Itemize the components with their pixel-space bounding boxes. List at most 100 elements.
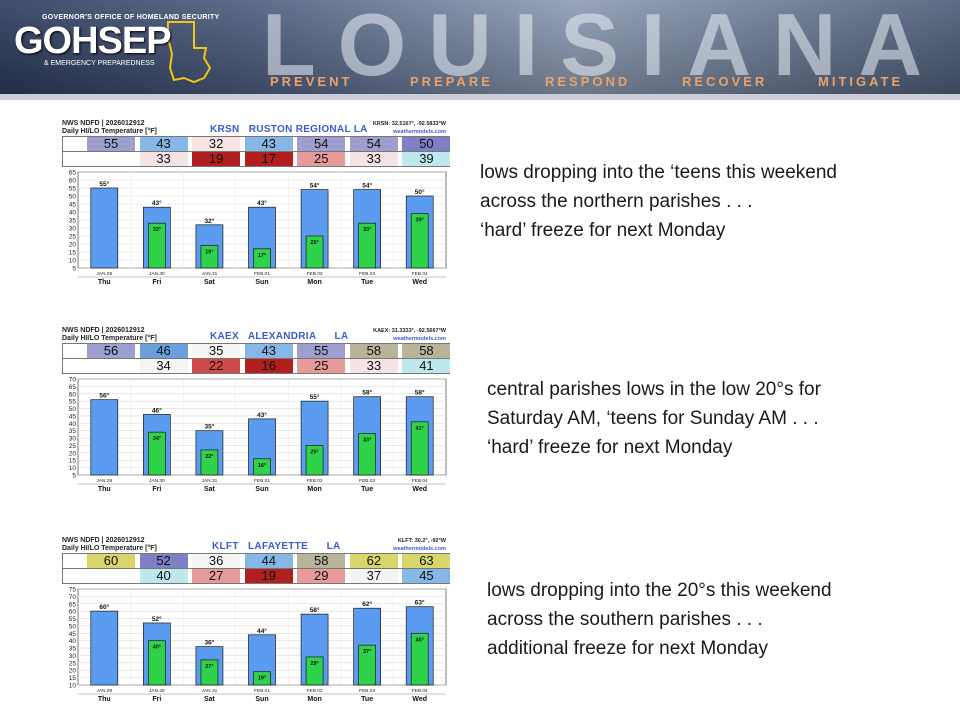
high-temp-label: 43° bbox=[152, 199, 162, 207]
mission-bar: PREVENT PREPARE RESPOND RECOVER MITIGATE bbox=[270, 74, 950, 90]
low-temp-bar bbox=[358, 433, 376, 476]
weekday-label: Tue bbox=[361, 279, 373, 286]
high-temp-cell: 43 bbox=[139, 137, 188, 151]
date-tick-label: FEB.02 bbox=[307, 688, 323, 694]
low-temp-cell: 40 bbox=[139, 569, 188, 583]
y-tick-label: 10 bbox=[69, 258, 77, 265]
low-temp-cell bbox=[87, 152, 135, 166]
mission-respond: RESPOND bbox=[545, 74, 631, 89]
high-temp-label: 52° bbox=[152, 615, 162, 623]
low-temp-label: 17° bbox=[258, 253, 266, 259]
org-top-label: GOVERNOR'S OFFICE OF HOMELAND SECURITY bbox=[42, 14, 220, 21]
low-temp-label: 45° bbox=[416, 637, 424, 643]
weekday-label: Sun bbox=[255, 696, 268, 703]
weekday-label: Wed bbox=[412, 279, 427, 286]
weekday-label: Fri bbox=[152, 696, 161, 703]
y-tick-label: 70 bbox=[69, 377, 77, 384]
weekday-label: Sat bbox=[204, 486, 216, 493]
gohsep-logo: GOHSEP bbox=[14, 20, 172, 62]
y-tick-label: 45 bbox=[69, 413, 77, 420]
chart-run-label: NWS NDFD | 2026012912 bbox=[62, 120, 145, 127]
weekday-label: Sun bbox=[255, 279, 268, 286]
note-line: lows dropping into the ‘teens this weeke… bbox=[480, 162, 838, 183]
low-temp-cell: 29 bbox=[297, 569, 346, 583]
low-temp-bar bbox=[358, 644, 376, 686]
high-temp-label: 54° bbox=[362, 182, 372, 190]
high-temp-label: 44° bbox=[257, 627, 267, 635]
header-banner: LOUISIANA GOVERNOR'S OFFICE OF HOMELAND … bbox=[0, 0, 960, 100]
date-tick-label: FEB.02 bbox=[307, 478, 323, 484]
high-temp-cell: 35 bbox=[192, 344, 241, 358]
high-temp-cell: 50 bbox=[402, 137, 451, 151]
chart-coords: KLFT: 30.2°, -92°W weathermodels.com bbox=[393, 537, 446, 553]
lows-table-row: 33 19 17 25 33 39 bbox=[62, 151, 451, 167]
y-tick-label: 60 bbox=[69, 391, 77, 398]
highs-table-row: 56 46 35 43 55 58 58 bbox=[62, 343, 451, 359]
chart-meta: NWS NDFD | 2026012912 Daily HI/LO Temper… bbox=[62, 120, 157, 136]
high-temp-cell: 58 bbox=[297, 554, 346, 568]
high-temp-label: 56° bbox=[99, 392, 109, 400]
high-temp-label: 54° bbox=[310, 182, 320, 190]
weekday-label: Thu bbox=[98, 696, 111, 703]
weekday-label: Mon bbox=[307, 486, 321, 493]
note-line: Saturday AM, ‘teens for Sunday AM . . . bbox=[487, 408, 819, 429]
louisiana-outline-icon bbox=[167, 21, 212, 84]
chart-station-title: KRSN RUSTON REGIONAL LA bbox=[210, 124, 368, 135]
low-temp-bar bbox=[200, 659, 219, 686]
low-temp-cell: 33 bbox=[349, 152, 398, 166]
high-temp-cell: 63 bbox=[402, 554, 451, 568]
low-temp-bar bbox=[305, 656, 324, 686]
low-temp-bar bbox=[410, 421, 429, 476]
low-temp-cell bbox=[87, 359, 135, 373]
note-line: central parishes lows in the low 20°s fo… bbox=[487, 379, 821, 400]
note-line: ‘hard’ freeze for next Monday bbox=[480, 220, 726, 241]
y-tick-label: 25 bbox=[69, 660, 77, 667]
y-tick-label: 5 bbox=[72, 266, 76, 273]
date-tick-label: JAN.29 bbox=[96, 271, 112, 277]
date-tick-label: FEB.04 bbox=[412, 271, 428, 277]
high-temp-label: 43° bbox=[257, 411, 267, 419]
low-temp-cell: 16 bbox=[244, 359, 293, 373]
low-temp-label: 33° bbox=[363, 227, 371, 233]
low-temp-label: 37° bbox=[363, 649, 371, 655]
station-coordinates: KAEX: 31.3333°, -92.5667°W bbox=[373, 328, 446, 334]
high-temp-label: 36° bbox=[205, 639, 215, 647]
high-temp-label: 32° bbox=[205, 217, 215, 225]
chart-station-title: KAEX ALEXANDRIA LA bbox=[210, 331, 349, 342]
chart-kaex: NWS NDFD | 2026012912 Daily HI/LO Temper… bbox=[62, 327, 451, 497]
low-temp-label: 19° bbox=[205, 250, 213, 256]
date-tick-label: FEB.03 bbox=[359, 688, 375, 694]
chart-run-label: NWS NDFD | 2026012912 bbox=[62, 327, 145, 334]
mission-prepare: PREPARE bbox=[410, 74, 493, 89]
high-temp-cell: 52 bbox=[139, 554, 188, 568]
y-tick-label: 35 bbox=[69, 428, 77, 435]
high-temp-cell: 46 bbox=[139, 344, 188, 358]
date-tick-label: FEB.04 bbox=[412, 688, 428, 694]
low-temp-cell: 25 bbox=[297, 359, 346, 373]
y-tick-label: 55 bbox=[69, 399, 77, 406]
note-southern: lows dropping into the 20°s this weekend… bbox=[487, 576, 832, 663]
weekday-label: Thu bbox=[98, 279, 111, 286]
high-temp-bar bbox=[90, 399, 119, 476]
date-tick-label: FEB.01 bbox=[254, 688, 270, 694]
high-temp-label: 35° bbox=[205, 423, 215, 431]
y-tick-label: 40 bbox=[69, 210, 77, 217]
y-tick-label: 70 bbox=[69, 594, 77, 601]
weekday-label: Fri bbox=[152, 279, 161, 286]
weekday-label: Tue bbox=[361, 696, 373, 703]
low-temp-label: 27° bbox=[205, 664, 213, 670]
banner-shade bbox=[0, 0, 960, 100]
high-temp-cell: 54 bbox=[349, 137, 398, 151]
weekday-label: Sun bbox=[255, 486, 268, 493]
site-credit: weathermodels.com bbox=[393, 129, 446, 135]
date-tick-label: FEB.01 bbox=[254, 478, 270, 484]
weekday-label: Mon bbox=[307, 696, 321, 703]
y-tick-label: 10 bbox=[69, 683, 77, 690]
chart-klft: NWS NDFD | 2026012912 Daily HI/LO Temper… bbox=[62, 537, 451, 707]
y-tick-label: 50 bbox=[69, 623, 77, 630]
y-tick-label: 15 bbox=[69, 458, 77, 465]
date-tick-label: JAN.31 bbox=[202, 271, 218, 277]
date-tick-label: JAN.29 bbox=[96, 688, 112, 694]
